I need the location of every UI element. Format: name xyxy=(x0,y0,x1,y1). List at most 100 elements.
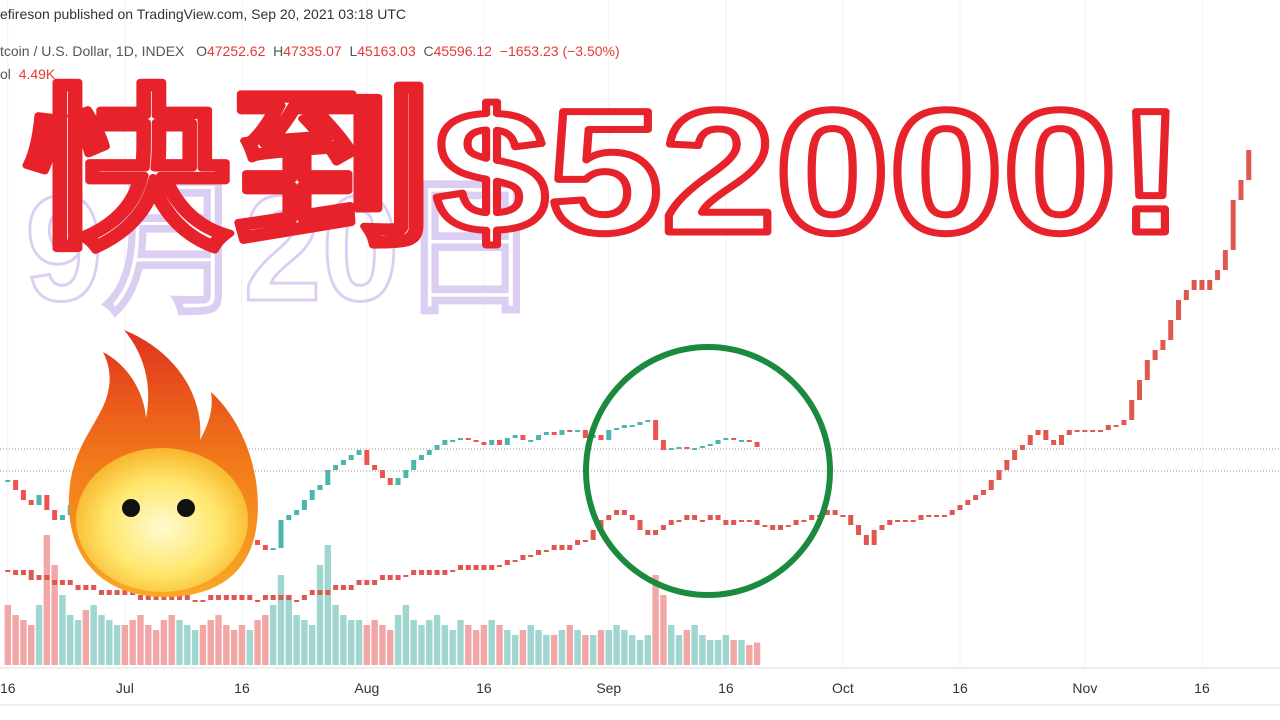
candle xyxy=(723,520,729,525)
x-tick-label: Nov xyxy=(1072,680,1097,696)
candle xyxy=(887,520,893,525)
candle xyxy=(801,520,807,522)
volume-bar xyxy=(753,642,761,665)
candle xyxy=(317,590,323,595)
candle xyxy=(465,438,471,440)
candle xyxy=(1129,400,1135,420)
candle xyxy=(372,580,378,585)
candle xyxy=(637,520,643,530)
candle xyxy=(426,450,432,455)
volume-bar xyxy=(246,630,253,665)
candle xyxy=(379,470,385,478)
candle xyxy=(754,520,760,525)
candle xyxy=(910,520,916,522)
eye xyxy=(122,499,140,517)
candle xyxy=(418,570,424,575)
candle xyxy=(1058,435,1064,445)
candle xyxy=(192,600,198,602)
candle xyxy=(660,525,666,530)
candle xyxy=(223,595,229,600)
candle xyxy=(309,490,315,500)
ohlc-label: L xyxy=(349,43,358,59)
candle xyxy=(590,530,596,540)
x-tick-label: 16 xyxy=(476,680,492,696)
candle xyxy=(1230,200,1236,250)
candle xyxy=(28,570,34,580)
candle xyxy=(340,585,346,590)
candle xyxy=(442,440,448,445)
volume-bar xyxy=(145,625,152,665)
candle xyxy=(1035,430,1041,435)
candle xyxy=(239,595,245,600)
candle xyxy=(863,535,869,545)
candle xyxy=(356,450,362,455)
publisher-line: efireson published on TradingView.com, S… xyxy=(0,6,406,22)
candle xyxy=(67,580,73,585)
candle xyxy=(278,520,284,548)
candle xyxy=(692,515,698,520)
candle xyxy=(481,565,487,570)
candle xyxy=(270,548,276,550)
candle xyxy=(364,580,370,585)
volume-bar xyxy=(98,615,105,665)
candle xyxy=(988,480,994,490)
candle xyxy=(28,500,34,505)
candle xyxy=(418,455,424,460)
volume-bar xyxy=(683,630,691,665)
candle xyxy=(52,580,58,585)
volume-bar xyxy=(652,575,659,665)
candle xyxy=(551,545,557,550)
candle xyxy=(1144,360,1150,380)
symbol: tcoin / U.S. Dollar, 1D, INDEX xyxy=(0,43,185,59)
candle xyxy=(426,570,432,575)
candle xyxy=(106,590,112,595)
candle xyxy=(957,505,963,510)
volume-bar xyxy=(191,630,199,665)
candle xyxy=(582,540,588,542)
candle xyxy=(161,595,167,600)
volume-bar xyxy=(301,620,308,665)
candle xyxy=(98,590,104,595)
candle xyxy=(567,545,573,550)
candle xyxy=(1176,300,1182,320)
candle xyxy=(512,560,518,562)
candle xyxy=(20,570,26,575)
candle xyxy=(707,515,713,520)
highlight-circle xyxy=(583,344,833,598)
volume-label: ol xyxy=(0,66,11,82)
volume-bar xyxy=(113,625,121,665)
candle xyxy=(450,440,456,442)
candle xyxy=(255,600,261,602)
x-tick-label: 16 xyxy=(718,680,734,696)
candle xyxy=(114,590,120,595)
candle xyxy=(208,595,214,600)
candle xyxy=(949,510,955,515)
candle xyxy=(434,445,440,450)
candle xyxy=(1082,430,1088,432)
candle xyxy=(5,570,11,572)
candle xyxy=(504,560,510,565)
volume-bar xyxy=(316,565,324,665)
candle xyxy=(44,575,50,580)
volume-bar xyxy=(644,635,652,665)
candle xyxy=(13,570,19,575)
candle xyxy=(629,425,635,427)
candle xyxy=(1019,445,1025,450)
candle xyxy=(1051,440,1057,445)
candle xyxy=(575,540,581,545)
candle xyxy=(980,490,986,495)
candle xyxy=(411,570,417,575)
candle xyxy=(348,455,354,460)
candle xyxy=(340,460,346,465)
volume-bar xyxy=(129,620,136,665)
volume-bar xyxy=(90,605,97,665)
candle xyxy=(434,570,440,575)
volume-bar xyxy=(636,640,644,665)
candle xyxy=(785,525,791,527)
volume-bar xyxy=(519,630,527,665)
volume-bar xyxy=(387,630,394,665)
candle xyxy=(520,555,526,560)
candle xyxy=(621,510,627,515)
volume-bar xyxy=(51,565,58,665)
